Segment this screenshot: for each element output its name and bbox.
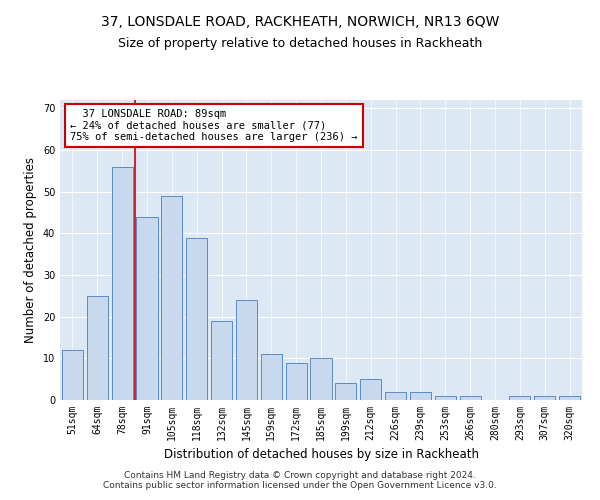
- Bar: [236, 300, 257, 400]
- X-axis label: Distribution of detached houses by size in Rackheath: Distribution of detached houses by size …: [163, 448, 479, 462]
- Bar: [87, 296, 108, 400]
- Bar: [534, 396, 555, 400]
- Bar: [186, 238, 207, 400]
- Bar: [559, 396, 580, 400]
- Bar: [211, 321, 232, 400]
- Bar: [136, 216, 158, 400]
- Bar: [410, 392, 431, 400]
- Bar: [360, 379, 381, 400]
- Text: 37, LONSDALE ROAD, RACKHEATH, NORWICH, NR13 6QW: 37, LONSDALE ROAD, RACKHEATH, NORWICH, N…: [101, 15, 499, 29]
- Bar: [62, 350, 83, 400]
- Bar: [161, 196, 182, 400]
- Bar: [335, 384, 356, 400]
- Bar: [385, 392, 406, 400]
- Bar: [435, 396, 456, 400]
- Text: Contains HM Land Registry data © Crown copyright and database right 2024.
Contai: Contains HM Land Registry data © Crown c…: [103, 470, 497, 490]
- Bar: [112, 166, 133, 400]
- Bar: [509, 396, 530, 400]
- Bar: [460, 396, 481, 400]
- Bar: [310, 358, 332, 400]
- Text: Size of property relative to detached houses in Rackheath: Size of property relative to detached ho…: [118, 38, 482, 51]
- Bar: [261, 354, 282, 400]
- Bar: [286, 362, 307, 400]
- Text: 37 LONSDALE ROAD: 89sqm
← 24% of detached houses are smaller (77)
75% of semi-de: 37 LONSDALE ROAD: 89sqm ← 24% of detache…: [70, 109, 358, 142]
- Y-axis label: Number of detached properties: Number of detached properties: [24, 157, 37, 343]
